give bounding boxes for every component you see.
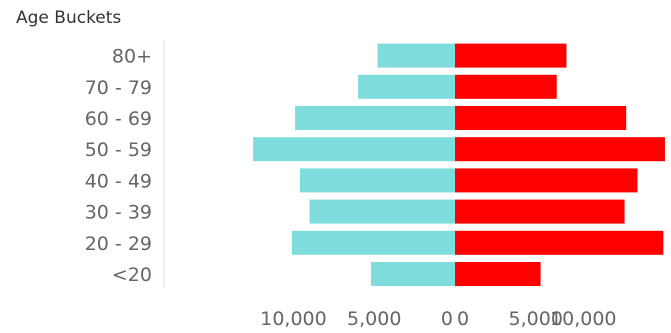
left-bar (309, 199, 455, 224)
category-label: 70 - 79 (85, 77, 152, 99)
left-bar (291, 230, 455, 255)
category-label: 50 - 59 (85, 139, 152, 161)
right-bar (455, 106, 627, 130)
right-tick-label: 10,000 (550, 308, 616, 330)
left-bar (299, 168, 455, 193)
category-label: 40 - 49 (85, 170, 152, 192)
right-tick-label: 5,000 (509, 308, 563, 330)
category-label: 60 - 69 (85, 108, 152, 130)
category-label: 30 - 39 (85, 202, 152, 224)
left-tick-label: 10,000 (260, 308, 326, 330)
right-bar (455, 168, 638, 193)
right-bar (455, 262, 541, 286)
right-bar (455, 43, 567, 68)
category-label: 20 - 29 (85, 233, 152, 255)
category-label: 80+ (112, 46, 152, 68)
left-bar (295, 106, 455, 130)
category-label: <20 (112, 264, 152, 286)
left-tick-label: 5,000 (347, 308, 401, 330)
left-bar (371, 262, 455, 286)
right-bar (455, 74, 557, 99)
left-tick-label: 0 (441, 308, 453, 330)
right-bar (455, 199, 625, 224)
left-bar (358, 74, 455, 99)
right-bar (455, 230, 664, 255)
right-bar (455, 137, 665, 162)
right-tick-label: 0 (457, 308, 469, 330)
left-bar (377, 43, 455, 68)
left-bar (253, 137, 455, 162)
dimension-label: Age Buckets (16, 8, 122, 28)
